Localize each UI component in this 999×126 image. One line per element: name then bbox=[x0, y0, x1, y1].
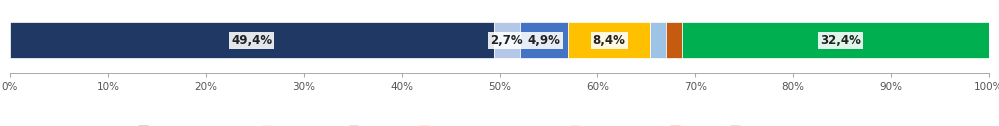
Text: 2,7%: 2,7% bbox=[491, 34, 523, 47]
Bar bbox=[568, 22, 650, 58]
Text: 8,4%: 8,4% bbox=[592, 34, 625, 47]
Bar bbox=[681, 22, 999, 58]
Text: 49,4%: 49,4% bbox=[231, 34, 273, 47]
Bar bbox=[494, 22, 520, 58]
Bar bbox=[650, 22, 666, 58]
Bar bbox=[520, 22, 568, 58]
Bar bbox=[10, 22, 494, 58]
Text: 32,4%: 32,4% bbox=[820, 34, 860, 47]
Text: 4,9%: 4,9% bbox=[527, 34, 560, 47]
Bar bbox=[666, 22, 681, 58]
